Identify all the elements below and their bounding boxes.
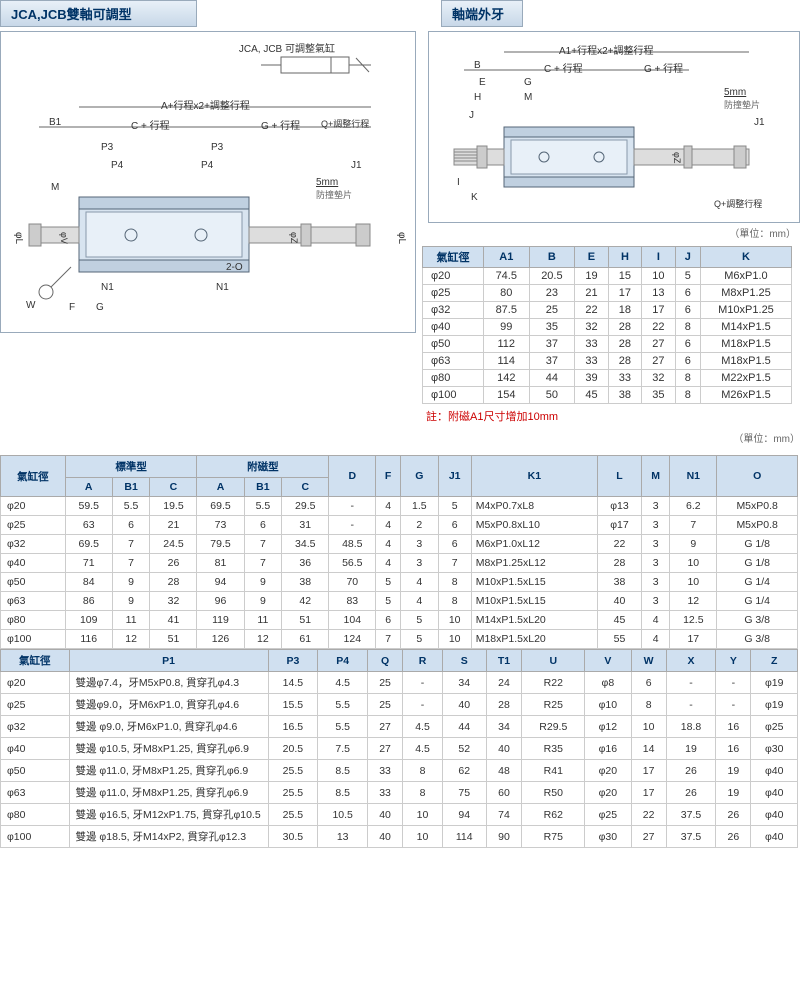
tab-jca-jcb: JCA,JCB雙軸可調型 bbox=[0, 0, 197, 27]
dim-g: G + 行程 bbox=[261, 117, 300, 132]
dim-p4b: P4 bbox=[201, 160, 213, 171]
dim-rm: M bbox=[524, 92, 532, 103]
dim-b1: B1 bbox=[49, 117, 61, 128]
dim-m: M bbox=[51, 182, 59, 193]
phi-l2: φL bbox=[396, 232, 407, 244]
dim-w: W bbox=[26, 300, 35, 311]
dim-ri: I bbox=[457, 177, 460, 188]
diagram-right: A1+行程x2+調整行程 B C + 行程 G + 行程 E G H M J 5… bbox=[428, 31, 800, 223]
dim-rg: G + 行程 bbox=[644, 60, 683, 75]
dim-p4: P4 bbox=[111, 160, 123, 171]
dim-2o: 2-O bbox=[226, 262, 243, 273]
phi-rz: φZ bbox=[672, 152, 682, 163]
dim-p3b: P3 bbox=[211, 142, 223, 153]
dim-n1: N1 bbox=[101, 282, 114, 293]
dim-c: C + 行程 bbox=[131, 117, 170, 132]
dim-r5mm: 5mm bbox=[724, 87, 746, 98]
dim-5mm: 5mm bbox=[316, 177, 338, 188]
dim-rh: H bbox=[474, 92, 481, 103]
header-tabs: JCA,JCB雙軸可調型 軸端外牙 bbox=[0, 0, 800, 27]
note-rbumper: 防撞墊片 bbox=[724, 98, 760, 111]
diagram-right-svg bbox=[429, 32, 799, 222]
note-magnetic: 註：附磁A1尺寸增加10mm bbox=[422, 404, 800, 428]
dim-rgb: G bbox=[524, 77, 532, 88]
right-column: A1+行程x2+調整行程 B C + 行程 G + 行程 E G H M J 5… bbox=[422, 31, 800, 428]
dim-f: F bbox=[69, 302, 75, 313]
diagram-left-svg bbox=[1, 32, 421, 332]
dim-gb: G bbox=[96, 302, 104, 313]
dim-q: Q+調整行程 bbox=[321, 117, 369, 130]
table-main-dims: 氣缸徑標準型附磁型DFGJ1K1LMN1OAB1CAB1Cφ2059.55.51… bbox=[0, 455, 798, 649]
phi-l: φL bbox=[13, 232, 24, 244]
note-bumper: 防撞墊片 bbox=[316, 188, 352, 201]
phi-z: φZ bbox=[289, 232, 299, 243]
dim-a1: A1+行程x2+調整行程 bbox=[559, 42, 653, 57]
dim-j1: J1 bbox=[351, 160, 362, 171]
dim-rc: C + 行程 bbox=[544, 60, 583, 75]
diagram-left: JCA, JCB 可調整氣缸 bbox=[0, 31, 416, 333]
top-section: JCA, JCB 可調整氣缸 bbox=[0, 31, 800, 428]
unit-label-1: （單位：mm） bbox=[422, 223, 800, 242]
dim-rj1: J1 bbox=[754, 117, 765, 128]
table-shaft-end: 氣缸徑A1BEHIJKφ2074.520.51915105M6xP1.0φ258… bbox=[422, 246, 792, 404]
table-p-dims: 氣缸徑P1P3P4QRST1UVWXYZφ20雙邊φ7.4，牙M5xP0.8, … bbox=[0, 649, 798, 848]
dim-rq: Q+調整行程 bbox=[714, 197, 762, 210]
dim-rk: K bbox=[471, 192, 478, 203]
dim-re: E bbox=[479, 77, 486, 88]
unit-label-2: （單位：mm） bbox=[0, 428, 800, 447]
phi-v: φV bbox=[59, 232, 69, 244]
tab-shaft-end: 軸端外牙 bbox=[441, 0, 523, 27]
dim-rb: B bbox=[474, 60, 481, 71]
dim-rj: J bbox=[469, 110, 474, 121]
dim-n1b: N1 bbox=[216, 282, 229, 293]
dim-p3: P3 bbox=[101, 142, 113, 153]
dim-a: A+行程x2+調整行程 bbox=[161, 97, 250, 112]
